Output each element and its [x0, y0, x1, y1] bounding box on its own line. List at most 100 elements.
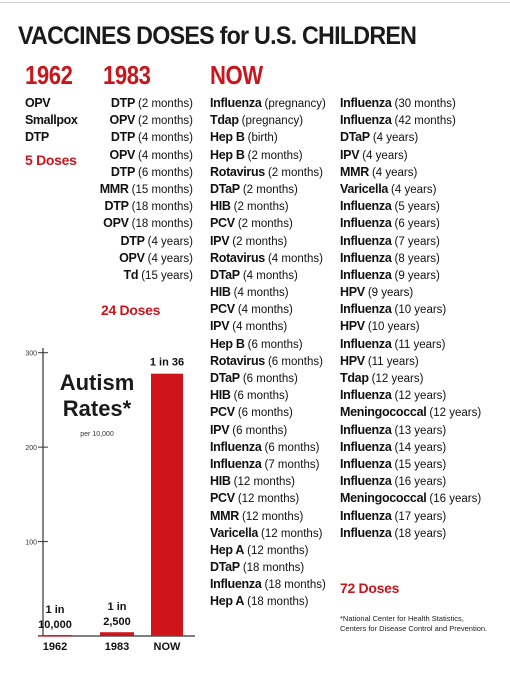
list-item: Influenza (6 months): [210, 439, 326, 456]
total-1983: 24 Doses: [101, 302, 161, 318]
vaccine-name: OPV: [109, 113, 136, 128]
list-item: OPV (18 months): [90, 215, 193, 232]
list-item: DTaP (18 months): [210, 559, 326, 576]
vaccine-age: (42 months): [394, 115, 456, 128]
vaccine-age: (4 years): [371, 166, 418, 179]
vaccine-name: Influenza: [340, 388, 392, 403]
list-item: OPV (4 years): [90, 250, 193, 267]
list-item: Influenza (10 years): [340, 301, 481, 318]
vaccine-name: Influenza: [210, 456, 262, 471]
list-item: Influenza (13 years): [340, 422, 481, 439]
list-item: Hep B (6 months): [210, 336, 326, 353]
vaccine-age: (12 months): [233, 476, 295, 489]
vaccine-age: (11 years): [367, 355, 419, 368]
vaccine-name: DTaP: [210, 181, 240, 196]
bar: [151, 373, 183, 636]
vaccine-age: (16 years): [429, 493, 482, 506]
list-item: Influenza (18 months): [210, 576, 326, 593]
vaccine-age: (6 months): [233, 390, 289, 403]
list-item: HPV (10 years): [340, 318, 481, 335]
x-tick-label: NOW: [154, 641, 182, 653]
vaccine-name: Influenza: [340, 96, 392, 110]
vaccine-name: Influenza: [340, 336, 392, 351]
chart-title-line2: Rates*: [63, 396, 132, 421]
vaccine-age: (4 months): [237, 304, 293, 317]
vaccine-name: Influenza: [340, 250, 392, 265]
list-now-left: Influenza (pregnancy) Tdap (pregnancy) Hep B…: [210, 95, 326, 611]
vaccine-name: MMR: [210, 508, 239, 523]
vaccine-age: (12 months): [247, 544, 309, 557]
vaccine-age: (4 months): [233, 287, 289, 300]
vaccine-name: Influenza: [340, 302, 392, 317]
vaccine-age: (12 years): [429, 407, 482, 420]
list-item: DTaP (4 years): [340, 129, 481, 146]
vaccine-age: (4 months): [138, 149, 193, 162]
vaccine-name: DTP: [110, 96, 136, 110]
vaccine-name: Tdap: [340, 371, 369, 385]
chart-subtitle: per 10,000: [80, 431, 114, 438]
vaccine-age: (18 years): [394, 527, 447, 540]
vaccine-name: MMR: [99, 181, 129, 196]
vaccine-name: Influenza: [340, 525, 392, 540]
vaccine-age: (17 years): [394, 510, 447, 523]
vaccine-age: (4 months): [242, 269, 298, 282]
total-1962: 5 Doses: [25, 152, 77, 168]
vaccine-age: (12 years): [371, 373, 424, 385]
list-now-right: Influenza (30 months) Influenza (42 months)…: [340, 95, 481, 542]
vaccine-age: (12 years): [394, 390, 447, 403]
vaccine-name: DTP: [25, 130, 49, 145]
list-item: HPV (11 years): [340, 353, 481, 370]
list-item: HPV (9 years): [340, 284, 481, 301]
vaccine-age: (4 years): [147, 235, 193, 248]
list-item: PCV (6 months): [210, 404, 326, 421]
list-item: OPV (4 months): [90, 147, 193, 164]
list-item: Influenza (30 months): [340, 95, 481, 112]
vaccine-name: Influenza: [340, 508, 392, 523]
list-item: MMR (12 months): [210, 508, 326, 525]
list-item: DTP (2 months): [90, 95, 193, 112]
vaccine-name: Influenza: [210, 577, 262, 592]
vaccine-name: HIB: [210, 474, 231, 489]
list-item: HIB (12 months): [210, 473, 326, 490]
vaccine-age: (18 months): [242, 562, 305, 575]
list-item: Rotavirus (6 months): [210, 353, 326, 370]
bar-label-line2: 2,500: [103, 616, 131, 628]
vaccine-age: (2 months): [232, 235, 288, 248]
vaccine-name: HIB: [210, 199, 231, 214]
vaccine-name: DTaP: [210, 371, 240, 385]
vaccine-age: (10 years): [367, 321, 420, 334]
vaccine-name: Meningococcal: [340, 491, 427, 506]
list-item: IPV (4 years): [340, 147, 481, 164]
vaccine-name: Rotavirus: [210, 164, 265, 179]
vaccine-age: (5 years): [394, 201, 440, 214]
vaccine-name: MMR: [340, 164, 369, 179]
list-item: IPV (6 months): [210, 422, 326, 439]
vaccine-age: (14 years): [394, 441, 447, 454]
list-item: Influenza (18 years): [340, 525, 481, 542]
vaccine-age: (4 months): [267, 252, 323, 265]
vaccine-age: (18 months): [247, 596, 309, 609]
list-item: MMR (4 years): [340, 164, 481, 181]
vaccine-age: (7 years): [394, 235, 440, 248]
vaccine-name: Influenza: [340, 199, 392, 214]
vaccine-name: Influenza: [210, 96, 262, 110]
vaccine-age: (4 months): [138, 132, 193, 145]
vaccine-age: (6 months): [232, 424, 288, 437]
vaccine-name: DTaP: [210, 560, 240, 575]
header-now: NOW: [210, 60, 263, 90]
total-now: 72 Doses: [340, 580, 400, 596]
vaccine-name: IPV: [210, 422, 230, 437]
vaccine-name: DTP: [110, 130, 136, 145]
list-item: Influenza (5 years): [340, 198, 481, 215]
vaccine-age: (2 months): [247, 149, 303, 162]
vaccine-age: (birth): [247, 132, 278, 145]
list-item: OPV (2 months): [90, 112, 193, 129]
list-item: Influenza (14 years): [340, 439, 481, 456]
list-item: Rotavirus (2 months): [210, 164, 326, 181]
list-item: MMR (15 months): [90, 181, 193, 198]
vaccine-name: Influenza: [340, 439, 392, 454]
y-tick-label: 100: [25, 540, 37, 547]
vaccine-name: PCV: [210, 405, 235, 420]
vaccine-name: Meningococcal: [340, 405, 427, 420]
vaccine-age: (pregnancy): [241, 115, 304, 128]
